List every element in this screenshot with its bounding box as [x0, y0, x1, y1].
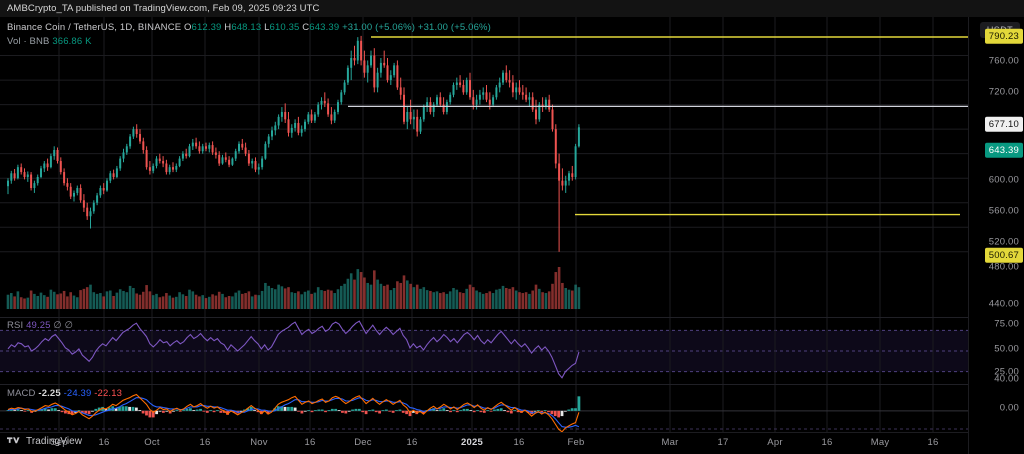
time-axis-label: Sep	[50, 437, 68, 448]
rsi-svg	[0, 318, 968, 384]
time-axis-label: 17	[717, 437, 729, 448]
time-axis-label: 16	[513, 437, 525, 448]
volume-legend: Vol · BNB 366.86 K	[7, 36, 92, 47]
symbol-label[interactable]: Binance Coin / TetherUS, 1D, BINANCE	[7, 22, 182, 33]
rsi-tick-25: 25.00	[994, 366, 1019, 378]
axis-tick-760: 760.00	[988, 55, 1019, 67]
open-value: 612.39	[191, 22, 222, 33]
tradingview-glyph-icon	[7, 436, 20, 443]
time-axis-label: 16	[821, 437, 833, 448]
change-percent-value: +31.00 (+5.06%)	[417, 22, 491, 33]
support-price-tag[interactable]: 500.67	[984, 247, 1023, 263]
time-axis-label: May	[870, 437, 890, 448]
time-axis-label: 16	[304, 437, 316, 448]
time-axis-label: 16	[98, 437, 110, 448]
time-axis-label: 16	[406, 437, 418, 448]
change-value: +31.00 (+5.06%)	[342, 22, 416, 33]
time-axis-label: Apr	[767, 437, 783, 448]
rsi-tick-75: 75.00	[994, 318, 1019, 330]
macd-label[interactable]: MACD	[7, 388, 36, 399]
low-label: L	[264, 22, 270, 33]
macd-tick-0: 0.00	[999, 402, 1019, 414]
macd-tick-40: 40.00	[994, 373, 1019, 385]
attribution-bar: AMBCrypto_TA published on TradingView.co…	[0, 0, 1024, 17]
close-value: 643.39	[309, 22, 340, 33]
price-pane[interactable]: Binance Coin / TetherUS, 1D, BINANCE O61…	[0, 17, 968, 317]
last-price-tag[interactable]: 643.39	[984, 142, 1023, 158]
price-legend: Binance Coin / TetherUS, 1D, BINANCE O61…	[7, 22, 491, 33]
chart-frame: Binance Coin / TetherUS, 1D, BINANCE O61…	[0, 17, 1024, 432]
time-axis-corner	[968, 432, 1024, 454]
time-axis-label: Oct	[144, 437, 160, 448]
time-axis-label: Feb	[567, 437, 585, 448]
axis-tick-560: 560.00	[988, 205, 1019, 217]
rsi-label[interactable]: RSI	[7, 320, 24, 331]
footer: TradingView	[0, 432, 1024, 454]
macd-value: -2.25	[38, 388, 61, 399]
plot-area[interactable]: Binance Coin / TetherUS, 1D, BINANCE O61…	[0, 17, 968, 432]
price-axis[interactable]: USDT 760.00 720.00 600.00 560.00 520.00 …	[968, 17, 1024, 432]
candlestick-svg	[0, 17, 968, 317]
axis-tick-480: 480.00	[988, 261, 1019, 273]
time-axis-label: 16	[199, 437, 211, 448]
tradingview-wordmark: TradingView	[26, 436, 83, 447]
low-value: 610.35	[269, 22, 300, 33]
time-axis-label: 2025	[461, 437, 483, 448]
rsi-ma1-value: ∅	[53, 320, 62, 331]
level-price-tag[interactable]: 677.10	[984, 116, 1023, 132]
axis-tick-520: 520.00	[988, 236, 1019, 248]
time-axis-label: Dec	[354, 437, 372, 448]
close-label: C	[302, 22, 310, 33]
pane-divider-1	[0, 317, 968, 318]
axis-tick-720: 720.00	[988, 86, 1019, 98]
volume-label[interactable]: Vol · BNB	[7, 36, 50, 47]
macd-legend: MACD -2.25 -24.39 -22.13	[7, 388, 122, 399]
rsi-pane[interactable]: RSI 49.25 ∅ ∅	[0, 318, 968, 384]
rsi-legend: RSI 49.25 ∅ ∅	[7, 320, 73, 331]
rsi-ma2-value: ∅	[64, 320, 74, 331]
tradingview-logo[interactable]: TradingView	[7, 436, 82, 447]
macd-pane[interactable]: MACD -2.25 -24.39 -22.13	[0, 385, 968, 432]
high-value: 648.13	[231, 22, 262, 33]
high-label: H	[224, 22, 232, 33]
axis-tick-600: 600.00	[988, 174, 1019, 186]
pane-divider-2	[0, 384, 968, 385]
rsi-value: 49.25	[26, 320, 51, 331]
macd-svg	[0, 385, 968, 432]
axis-tick-440: 440.00	[988, 298, 1019, 310]
time-axis-label: Mar	[661, 437, 679, 448]
time-axis-label: Nov	[250, 437, 268, 448]
macd-signal-value: -24.39	[63, 388, 92, 399]
resistance-price-tag[interactable]: 790.23	[984, 28, 1023, 44]
time-axis-label: 16	[927, 437, 939, 448]
open-label: O	[183, 22, 192, 33]
macd-histogram-value: -22.13	[94, 388, 123, 399]
volume-value: 366.86 K	[52, 36, 92, 47]
rsi-tick-50: 50.00	[994, 343, 1019, 355]
